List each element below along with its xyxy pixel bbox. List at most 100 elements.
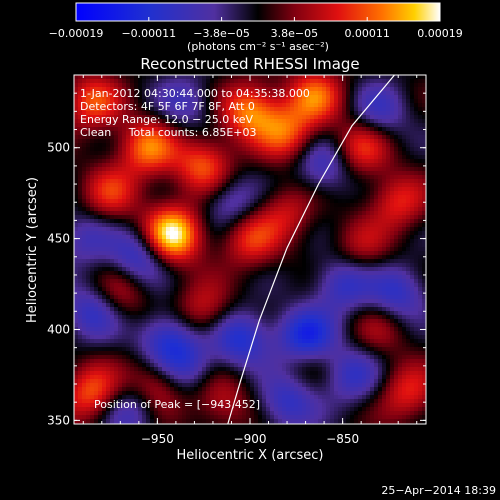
heatmap-cell — [410, 131, 415, 136]
heatmap-cell — [410, 259, 415, 264]
heatmap-cell — [322, 139, 327, 144]
heatmap-cell — [330, 179, 335, 184]
heatmap-cell — [186, 139, 191, 144]
heatmap-cell — [202, 267, 207, 272]
heatmap-cell — [146, 299, 151, 304]
heatmap-cell — [286, 259, 291, 264]
heatmap-cell — [310, 263, 315, 268]
heatmap-cell — [246, 295, 251, 300]
heatmap-cell — [350, 267, 355, 272]
heatmap-cell — [338, 203, 343, 208]
heatmap-cell — [294, 195, 299, 200]
heatmap-cell — [78, 291, 83, 296]
heatmap-cell — [278, 219, 283, 224]
heatmap-cell — [178, 283, 183, 288]
heatmap-cell — [266, 279, 271, 284]
heatmap-cell — [294, 295, 299, 300]
heatmap-cell — [90, 211, 95, 216]
heatmap-cell — [290, 123, 295, 128]
heatmap-cell — [286, 171, 291, 176]
heatmap-cell — [234, 267, 239, 272]
heatmap-cell — [250, 79, 255, 84]
heatmap-cell — [270, 95, 275, 100]
heatmap-cell — [218, 151, 223, 156]
heatmap-cell — [282, 203, 287, 208]
heatmap-cell — [126, 267, 131, 272]
heatmap-cell — [330, 155, 335, 160]
heatmap-cell — [366, 151, 371, 156]
heatmap-cell — [338, 91, 343, 96]
heatmap-cell — [170, 191, 175, 196]
heatmap-cell — [122, 183, 127, 188]
heatmap-cell — [422, 75, 426, 80]
heatmap-cell — [346, 215, 351, 220]
heatmap-cell — [338, 211, 343, 216]
heatmap-cell — [390, 163, 395, 168]
heatmap-cell — [262, 291, 267, 296]
heatmap-cell — [238, 235, 243, 240]
heatmap-cell — [390, 171, 395, 176]
heatmap-cell — [266, 243, 271, 248]
heatmap-cell — [138, 291, 143, 296]
heatmap-cell — [254, 219, 259, 224]
heatmap-cell — [130, 235, 135, 240]
heatmap-cell — [130, 259, 135, 264]
heatmap-cell — [354, 227, 359, 232]
heatmap-cell — [354, 87, 359, 92]
heatmap-cell — [242, 195, 247, 200]
heatmap-cell — [170, 179, 175, 184]
heatmap-cell — [290, 187, 295, 192]
heatmap-cell — [354, 247, 359, 252]
heatmap-cell — [90, 239, 95, 244]
heatmap-cell — [118, 107, 123, 112]
heatmap-cell — [118, 151, 123, 156]
heatmap-cell — [234, 259, 239, 264]
heatmap-cell — [318, 219, 323, 224]
heatmap-cell — [414, 267, 419, 272]
heatmap-cell — [274, 183, 279, 188]
heatmap-cell — [306, 103, 311, 108]
heatmap-cell — [310, 203, 315, 208]
heatmap-cell — [150, 167, 155, 172]
heatmap-cell — [130, 179, 135, 184]
heatmap-cell — [278, 119, 283, 124]
heatmap-cell — [234, 119, 239, 124]
heatmap-cell — [150, 255, 155, 260]
heatmap-cell — [174, 139, 179, 144]
heatmap-cell — [370, 155, 375, 160]
heatmap-cell — [218, 99, 223, 104]
colorbar-tick-label: −0.00011 — [121, 27, 176, 40]
heatmap-cell — [414, 231, 419, 236]
heatmap-cell — [102, 247, 107, 252]
heatmap-cell — [318, 287, 323, 292]
heatmap-cell — [166, 207, 171, 212]
heatmap-cell — [74, 103, 79, 108]
heatmap-cell — [162, 99, 167, 104]
heatmap-cell — [302, 127, 307, 132]
heatmap-cell — [390, 99, 395, 104]
heatmap-cell — [206, 119, 211, 124]
heatmap-cell — [358, 239, 363, 244]
heatmap-cell — [322, 175, 327, 180]
heatmap-cell — [342, 295, 347, 300]
heatmap-cell — [290, 207, 295, 212]
heatmap-cell — [390, 199, 395, 204]
heatmap-cell — [250, 163, 255, 168]
heatmap-cell — [314, 127, 319, 132]
heatmap-cell — [226, 179, 231, 184]
heatmap-cell — [330, 131, 335, 136]
heatmap-cell — [266, 179, 271, 184]
heatmap-cell — [410, 263, 415, 268]
heatmap-cell — [254, 147, 259, 152]
heatmap-cell — [382, 287, 387, 292]
heatmap-cell — [122, 79, 127, 84]
heatmap-cell — [162, 163, 167, 168]
heatmap-cell — [238, 243, 243, 248]
heatmap-cell — [282, 91, 287, 96]
heatmap-cell — [82, 139, 87, 144]
heatmap-cell — [218, 211, 223, 216]
heatmap-cell — [406, 243, 411, 248]
heatmap-cell — [322, 283, 327, 288]
heatmap-cell — [146, 195, 151, 200]
heatmap-cell — [286, 251, 291, 256]
